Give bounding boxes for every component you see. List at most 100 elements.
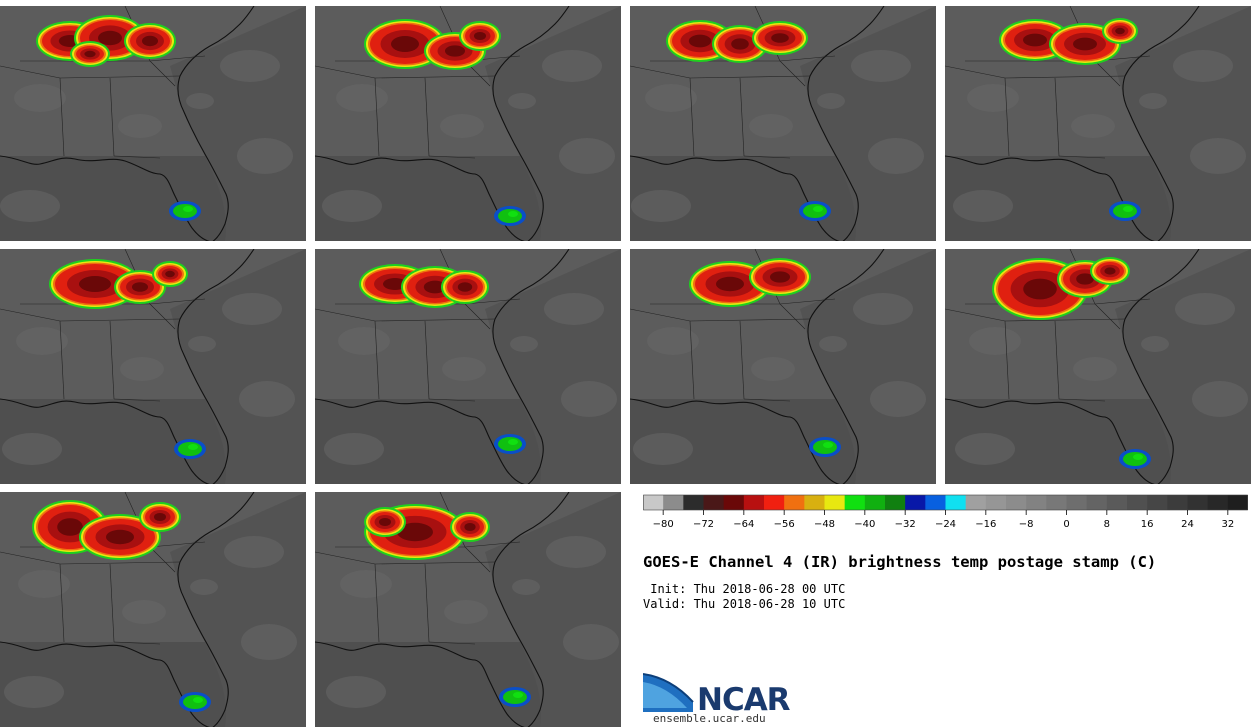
state-border (1004, 320, 1010, 400)
colorbar-tick-label: −32 (895, 519, 916, 530)
colorbar-swatch (804, 495, 825, 510)
cloud-patch (338, 327, 390, 355)
cloud-patch (1141, 336, 1169, 352)
cloud-patch (0, 190, 60, 222)
plot-title: GOES-E Channel 4 (IR) brightness temp po… (643, 553, 1157, 571)
storm-cluster (70, 41, 110, 67)
colorbar-swatch (1086, 495, 1108, 510)
cloud-patch (188, 336, 216, 352)
cloud-patch (326, 676, 386, 708)
state-border (739, 320, 745, 400)
state-border (424, 77, 430, 157)
ir-satellite-map (315, 492, 621, 727)
state-border (59, 563, 65, 643)
colorbar-tick-label: −40 (854, 519, 875, 530)
state-border (428, 155, 476, 159)
colorbar-tick-label: −8 (1019, 519, 1034, 530)
cloud-patch (118, 114, 162, 138)
colorbar-swatch (1187, 495, 1209, 510)
cloud-patch (1139, 93, 1167, 109)
colorbar-swatch (683, 495, 704, 510)
cloud-patch (324, 433, 384, 465)
colorbar-tick-label: 16 (1141, 519, 1154, 530)
cloud-patch (1173, 50, 1233, 82)
state-border (59, 318, 181, 322)
cloud-patch (868, 138, 924, 174)
state-border (428, 398, 476, 402)
ir-satellite-map (0, 6, 306, 241)
florida-convection (499, 687, 531, 707)
valid-time: Valid: Thu 2018-06-28 10 UTC (643, 597, 846, 611)
cloud-patch (751, 357, 795, 381)
storm-cluster (1102, 18, 1138, 44)
cloud-patch (186, 93, 214, 109)
cloud-patch (508, 93, 536, 109)
colorbar-swatch (985, 495, 1007, 510)
cloud-patch (1175, 293, 1235, 325)
state-border (1054, 77, 1060, 157)
colorbar-swatch (1066, 495, 1088, 510)
state-border (109, 77, 115, 157)
ncar-logo-icon (643, 673, 694, 712)
colorbar-swatch (1127, 495, 1148, 510)
cloud-patch (647, 327, 699, 355)
cloud-patch (239, 381, 295, 417)
cloud-patch (4, 676, 64, 708)
state-border (109, 563, 115, 643)
cloud-patch (1071, 114, 1115, 138)
colorbar-swatch (1227, 495, 1248, 510)
colorbar-tick-label: −56 (774, 519, 795, 530)
ensemble-member-panel-1: 1 (0, 6, 306, 241)
state-border (374, 563, 380, 643)
cloud-patch (442, 357, 486, 381)
storm-cluster (139, 502, 181, 532)
cloud-patch (817, 93, 845, 109)
state-border (1004, 318, 1126, 322)
storm-cluster (152, 261, 188, 287)
florida-convection (1109, 201, 1141, 221)
state-border (1094, 60, 1121, 87)
cloud-patch (633, 433, 693, 465)
state-border (743, 398, 791, 402)
florida-convection (1119, 449, 1151, 469)
colorbar-tick-label: −24 (935, 519, 956, 530)
state-border (630, 65, 691, 79)
cloud-patch (510, 336, 538, 352)
cloud-patch (819, 336, 847, 352)
colorbar-swatch (784, 495, 805, 510)
cloud-patch (645, 84, 697, 112)
state-border (374, 318, 496, 322)
coastline (315, 249, 570, 484)
state-border (739, 77, 745, 157)
cloud-patch (340, 570, 392, 598)
colorbar-swatch (764, 495, 785, 510)
state-border (1058, 398, 1106, 402)
state-border (113, 398, 161, 402)
cloud-patch (1190, 138, 1246, 174)
cloud-patch (16, 327, 68, 355)
storm-cluster (364, 507, 406, 537)
cloud-patch (544, 293, 604, 325)
state-border (149, 60, 176, 87)
state-border (59, 320, 65, 400)
florida-convection (179, 692, 211, 712)
state-border (630, 308, 691, 322)
colorbar-swatch (1147, 495, 1168, 510)
cloud-patch (322, 190, 382, 222)
cloud-patch (851, 50, 911, 82)
state-border (149, 303, 176, 330)
storm-cluster (49, 259, 141, 309)
cloud-patch (440, 114, 484, 138)
state-border (0, 308, 61, 322)
storm-cluster (450, 512, 490, 542)
state-border (779, 60, 806, 87)
colorbar-swatch (885, 495, 906, 510)
cloud-patch (561, 381, 617, 417)
colorbar-swatch (643, 495, 664, 510)
ir-satellite-map (0, 249, 306, 484)
colorbar-tick-label: −64 (733, 519, 754, 530)
cloud-patch (220, 50, 280, 82)
state-border (689, 320, 695, 400)
ncar-logo-text: NCAR (697, 682, 791, 718)
colorbar-swatch (1046, 495, 1067, 510)
